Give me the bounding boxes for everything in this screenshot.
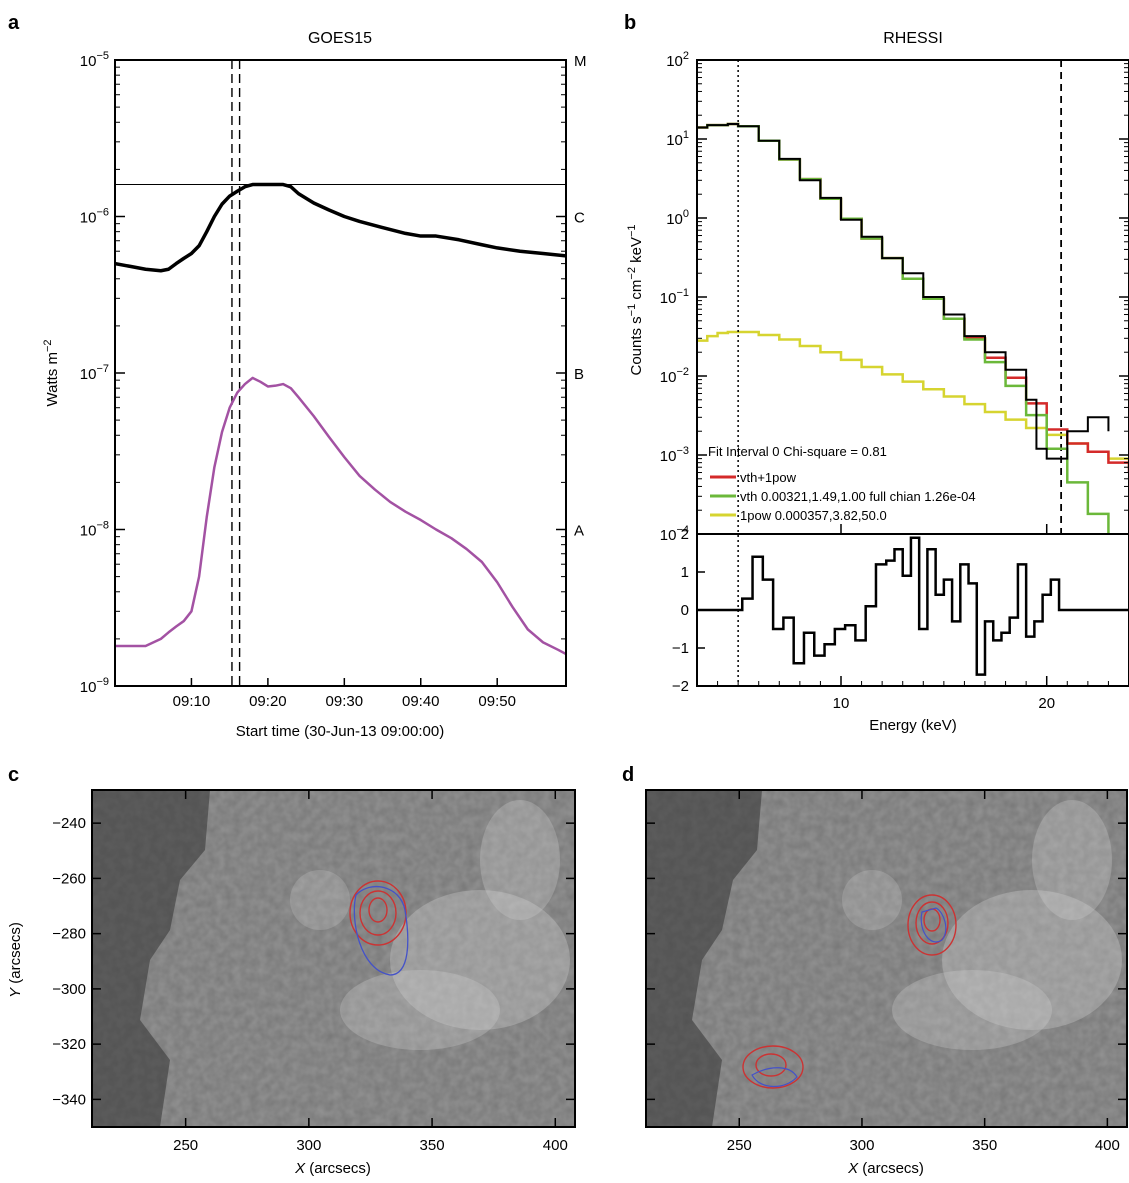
res-y-tick-label-4: −2 (672, 678, 689, 695)
y-tick-label-a-0: 10−5 (80, 50, 109, 70)
legend-label-1: vth 0.00321,1.49,1.00 full chian 1.26e-0… (740, 489, 976, 504)
x-tick-label-d-axes-1: 300 (849, 1137, 874, 1154)
y-tick-label-b-6: 10−4 (660, 524, 689, 544)
y-axis-label-b: Counts s−1 cm−2 keV−1 (626, 224, 645, 375)
goes-class-label-1: C (574, 210, 585, 227)
panel-c: c 250 300 350 400−240−260−280−300−320− (7, 764, 576, 1177)
panel-a: a GOES15 09:10 09:20 09:30 09:40 09:50 10−5 10… (8, 12, 587, 740)
panel-letter-c: c (8, 764, 19, 786)
series-line-b-2 (697, 330, 1129, 468)
y-tick-label-c-axes-3: −300 (52, 981, 86, 998)
series-line-0 (115, 182, 566, 273)
series-line-b-3 (697, 122, 1110, 460)
y-tick-label-b-1: 101 (666, 129, 689, 149)
y-tick-label-c-axes-5: −340 (52, 1091, 86, 1108)
plot-area-a (115, 60, 566, 686)
contours-d (742, 894, 957, 1089)
magnetogram-d (646, 790, 1127, 1127)
res-y-tick-label-3: −1 (672, 640, 689, 657)
axes-d: 250 300 350 400 (646, 790, 1127, 1154)
y-tick-label-a-3: 10−8 (80, 520, 109, 540)
axes-c: 250 300 350 400 −240 −260 −280 −300 −320 −340 (52, 790, 575, 1154)
y-tick-label-b-0: 102 (666, 50, 689, 70)
x-tick-label-a-0: 09:10 (173, 693, 211, 710)
y-tick-label-b-4: 10−2 (660, 366, 689, 386)
panel-letter-b: b (624, 12, 636, 34)
x-axis-label-d: X (arcsecs) (847, 1160, 924, 1177)
x-tick-label-c-axes-2: 350 (420, 1137, 445, 1154)
x-tick-label-b-0: 10 (833, 695, 850, 712)
res-y-tick-label-0: 2 (681, 526, 689, 543)
chart-title-a: GOES15 (308, 30, 372, 47)
axes-a: 09:10 09:20 09:30 09:40 09:50 10−5 10−6 10−7 10−… (80, 50, 587, 710)
legend-b: Fit Interval 0 Chi-square = 0.81 vth+1po… (708, 444, 976, 523)
plot-area-b (697, 60, 1129, 534)
x-axis-label-a: Start time (30-Jun-13 09:00:00) (236, 723, 444, 740)
x-tick-label-b-1: 20 (1038, 695, 1055, 712)
x-tick-label-d-axes-3: 400 (1095, 1137, 1120, 1154)
x-tick-label-c-axes-3: 400 (543, 1137, 568, 1154)
y-tick-label-c-axes-0: −240 (52, 815, 86, 832)
x-tick-label-c-axes-1: 300 (296, 1137, 321, 1154)
goes-class-label-3: A (574, 523, 584, 540)
y-tick-label-b-5: 10−3 (660, 445, 689, 465)
residual-line (697, 536, 1129, 676)
x-tick-label-d-axes-2: 350 (972, 1137, 997, 1154)
x-tick-label-a-1: 09:20 (249, 693, 287, 710)
contours-c (349, 880, 409, 976)
positive-polarity-c (290, 800, 570, 1050)
x-axis-label-c: X (arcsecs) (294, 1160, 371, 1177)
legend-label-2: 1pow 0.000357,3.82,50.0 (740, 508, 887, 523)
y-tick-label-c-axes-1: −260 (52, 870, 86, 887)
x-tick-label-a-2: 09:30 (326, 693, 364, 710)
chart-title-b: RHESSI (883, 30, 943, 47)
y-tick-label-c-axes-2: −280 (52, 926, 86, 943)
map-frame-d (645, 789, 1128, 1128)
res-y-tick-label-2: 0 (681, 602, 689, 619)
x-tick-label-d-axes-0: 250 (727, 1137, 752, 1154)
map-frame-c (91, 789, 576, 1128)
y-axis-label-a: Watts m−2 (42, 340, 61, 407)
y-tick-label-c-axes-4: −320 (52, 1036, 86, 1053)
negative-polarity-c (92, 790, 210, 1127)
legend-label-0: vth+1pow (740, 470, 797, 485)
x-tick-label-a-3: 09:40 (402, 693, 440, 710)
x-tick-label-a-4: 09:50 (478, 693, 516, 710)
series-line-b-0 (697, 122, 1129, 473)
y-axis-label-c: Y (arcsecs) (7, 922, 24, 998)
plot-frame-a (114, 59, 567, 687)
goes-class-label-0: M (574, 53, 587, 70)
series-line-1 (115, 376, 566, 656)
panel-letter-d: d (622, 764, 634, 786)
x-tick-label-c-axes-0: 250 (173, 1137, 198, 1154)
goes-class-label-2: B (574, 366, 584, 383)
plot-frame-b (696, 59, 1129, 535)
residual-area-b (697, 536, 1129, 676)
panel-d: d 250 300 350 400 X (arcsecs) (622, 764, 1128, 1177)
x-axis-label-b: Energy (keV) (869, 717, 957, 734)
res-y-tick-label-1: 1 (681, 564, 689, 581)
y-tick-label-a-1: 10−6 (80, 207, 109, 227)
y-tick-label-b-2: 100 (666, 208, 689, 228)
magnetogram-c (92, 790, 575, 1127)
legend-title: Fit Interval 0 Chi-square = 0.81 (708, 444, 887, 459)
y-tick-label-a-4: 10−9 (80, 676, 109, 696)
panel-letter-a: a (8, 12, 20, 34)
y-tick-label-b-3: 10−1 (660, 287, 689, 307)
y-tick-label-a-2: 10−7 (80, 363, 109, 383)
panel-b: b RHESSI 10210110010−110−210−310−4210−1−… (624, 12, 1129, 734)
